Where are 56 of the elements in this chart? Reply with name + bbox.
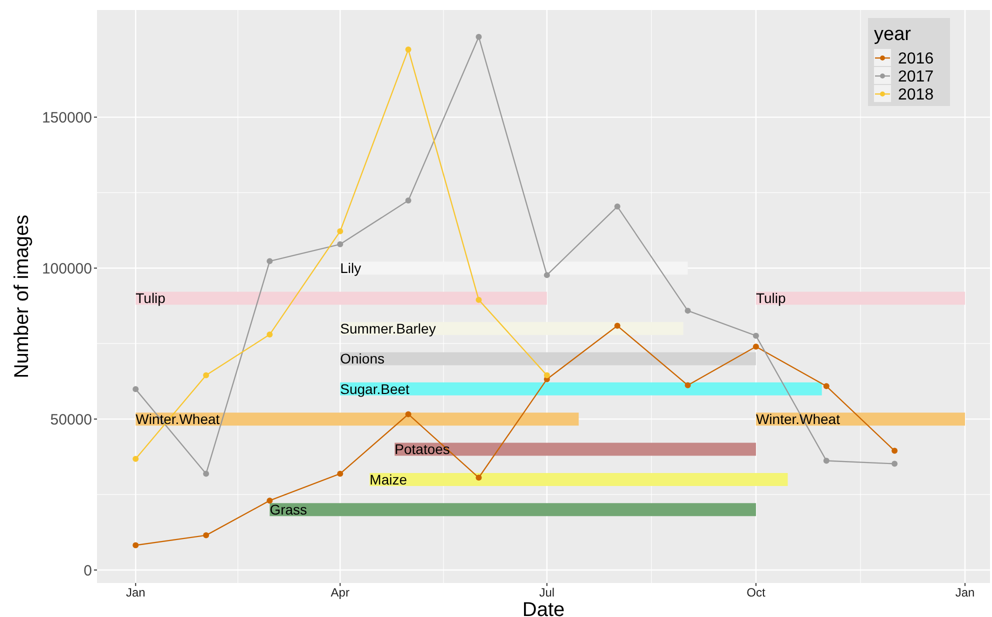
- series-label: Winter.Wheat: [756, 410, 840, 427]
- legend-label: 2017: [898, 68, 934, 86]
- point: [476, 474, 482, 481]
- series-label: Tulip: [136, 290, 166, 306]
- y-tick-label: 0: [84, 562, 92, 580]
- x-tick-label: Apr: [330, 586, 350, 600]
- point: [337, 470, 344, 477]
- legend-title: year: [874, 24, 912, 45]
- point: [405, 46, 412, 53]
- point: [337, 241, 344, 248]
- series-label: Maize: [370, 471, 408, 488]
- point: [544, 372, 550, 378]
- series-label: Lily: [340, 260, 362, 276]
- point: [614, 322, 620, 329]
- y-axis-title: Number of images: [11, 214, 33, 378]
- series-label: Onions: [340, 350, 384, 367]
- y-tick-label: 100000: [42, 260, 92, 278]
- legend-label: 2018: [898, 86, 934, 104]
- point: [892, 448, 898, 454]
- point: [823, 458, 830, 464]
- point: [684, 382, 691, 388]
- point: [132, 456, 139, 462]
- point: [476, 296, 482, 303]
- series-label: Grass: [270, 502, 308, 518]
- series-label: Tulip: [756, 290, 786, 306]
- point: [823, 383, 830, 390]
- point: [752, 332, 759, 339]
- point: [203, 532, 210, 538]
- y-tick-label: 150000: [42, 109, 92, 126]
- point: [266, 258, 273, 264]
- point: [892, 460, 898, 467]
- point: [405, 411, 412, 418]
- point: [203, 372, 210, 378]
- x-axis-title: Date: [522, 599, 565, 617]
- y-tick-label: 50000: [50, 411, 92, 428]
- point: [405, 197, 412, 204]
- point: [684, 308, 691, 314]
- point: [132, 542, 139, 548]
- point: [203, 470, 210, 477]
- x-tick-label: Oct: [746, 586, 766, 600]
- legend-label: 2016: [898, 50, 934, 68]
- series-label: Summer.Barley: [340, 320, 436, 336]
- point: [266, 498, 273, 504]
- series-label: Sugar.Beet: [340, 380, 410, 397]
- point: [266, 332, 273, 338]
- point: [476, 34, 482, 40]
- x-tick-label: Jan: [955, 586, 975, 600]
- x-tick-label: Jul: [539, 586, 555, 600]
- point: [752, 344, 759, 350]
- x-tick-label: Jan: [126, 586, 146, 600]
- point: [337, 228, 344, 234]
- series-label: Potatoes: [394, 441, 450, 458]
- point: [614, 204, 620, 210]
- point: [544, 272, 550, 278]
- series-label: Winter.Wheat: [136, 410, 220, 427]
- point: [132, 386, 139, 392]
